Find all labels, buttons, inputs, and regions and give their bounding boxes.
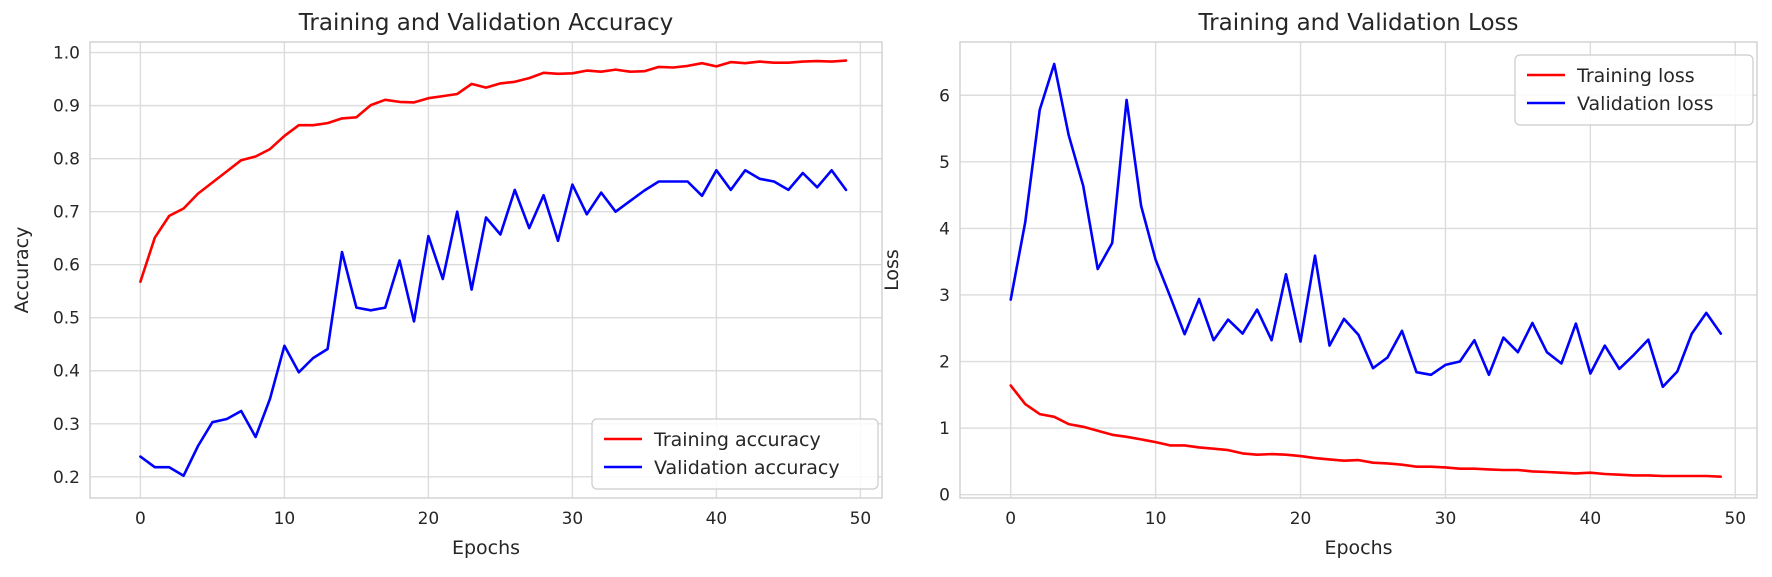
legend-label: Validation loss: [1577, 93, 1714, 115]
y-tick-label: 5: [939, 153, 950, 173]
series-line-2: [139, 169, 848, 478]
x-tick-label: 20: [418, 509, 440, 529]
y-tick-label: 0.6: [53, 256, 80, 276]
x-tick-label: 20: [1290, 509, 1312, 529]
y-tick-label: 0.4: [53, 362, 80, 382]
y-axis-label: Loss: [881, 249, 903, 291]
y-tick-label: 0.8: [53, 150, 80, 170]
x-tick-label: 50: [1724, 509, 1746, 529]
x-axis-label: Epochs: [452, 537, 520, 559]
y-tick-label: 0.7: [53, 203, 80, 223]
x-tick-label: 10: [274, 509, 296, 529]
y-tick-label: 0.9: [53, 97, 80, 117]
x-tick-label: 30: [1435, 509, 1457, 529]
y-tick-label: 3: [939, 286, 950, 306]
loss-chart: 0 10 20 30 40 50 0 1 2 3 4 5 6 Epochs Loss Training and…: [881, 10, 1758, 559]
y-tick-label: 6: [939, 86, 950, 106]
y-tick-label: 1.0: [53, 44, 80, 64]
x-tick-label: 0: [135, 509, 146, 529]
y-tick-label: 0: [939, 486, 950, 506]
legend-box: [1514, 54, 1754, 126]
y-tick-label: 1: [939, 419, 950, 439]
legend-label: Training loss: [1576, 65, 1695, 87]
legend: Training loss Validation loss: [1514, 54, 1754, 126]
y-tick-label: 2: [939, 353, 950, 373]
plot-frame: [959, 41, 1758, 499]
y-tick-label: 4: [939, 219, 950, 239]
y-tick-label: 0.2: [53, 468, 80, 488]
y-axis-label: Accuracy: [11, 227, 33, 314]
x-tick-label: 0: [1005, 509, 1016, 529]
x-tick-label: 40: [1580, 509, 1602, 529]
chart-title: Training and Validation Loss: [1198, 10, 1519, 36]
legend-label: Validation accuracy: [654, 457, 840, 479]
x-tick-label: 30: [562, 509, 584, 529]
series-line-2: [1009, 62, 1723, 389]
chart-title: Training and Validation Accuracy: [298, 10, 674, 36]
y-tick-label: 0.5: [53, 309, 80, 329]
legend-label: Training accuracy: [653, 429, 821, 451]
accuracy-chart: 0 10 20 30 40 50 0.2 0.3 0.4 0.5 0.6 0.7 0.8 0.9 1.0 Ep…: [11, 10, 883, 559]
series-line-1: [139, 59, 848, 284]
legend: Training accuracy Validation accuracy: [591, 418, 879, 490]
x-tick-label: 40: [706, 509, 728, 529]
legend-box: [591, 418, 879, 490]
x-tick-label: 50: [850, 509, 872, 529]
x-tick-label: 10: [1145, 509, 1167, 529]
x-axis-label: Epochs: [1324, 537, 1392, 559]
plot-frame: [89, 41, 883, 499]
series-line-1: [1009, 384, 1723, 479]
y-tick-label: 0.3: [53, 415, 80, 435]
